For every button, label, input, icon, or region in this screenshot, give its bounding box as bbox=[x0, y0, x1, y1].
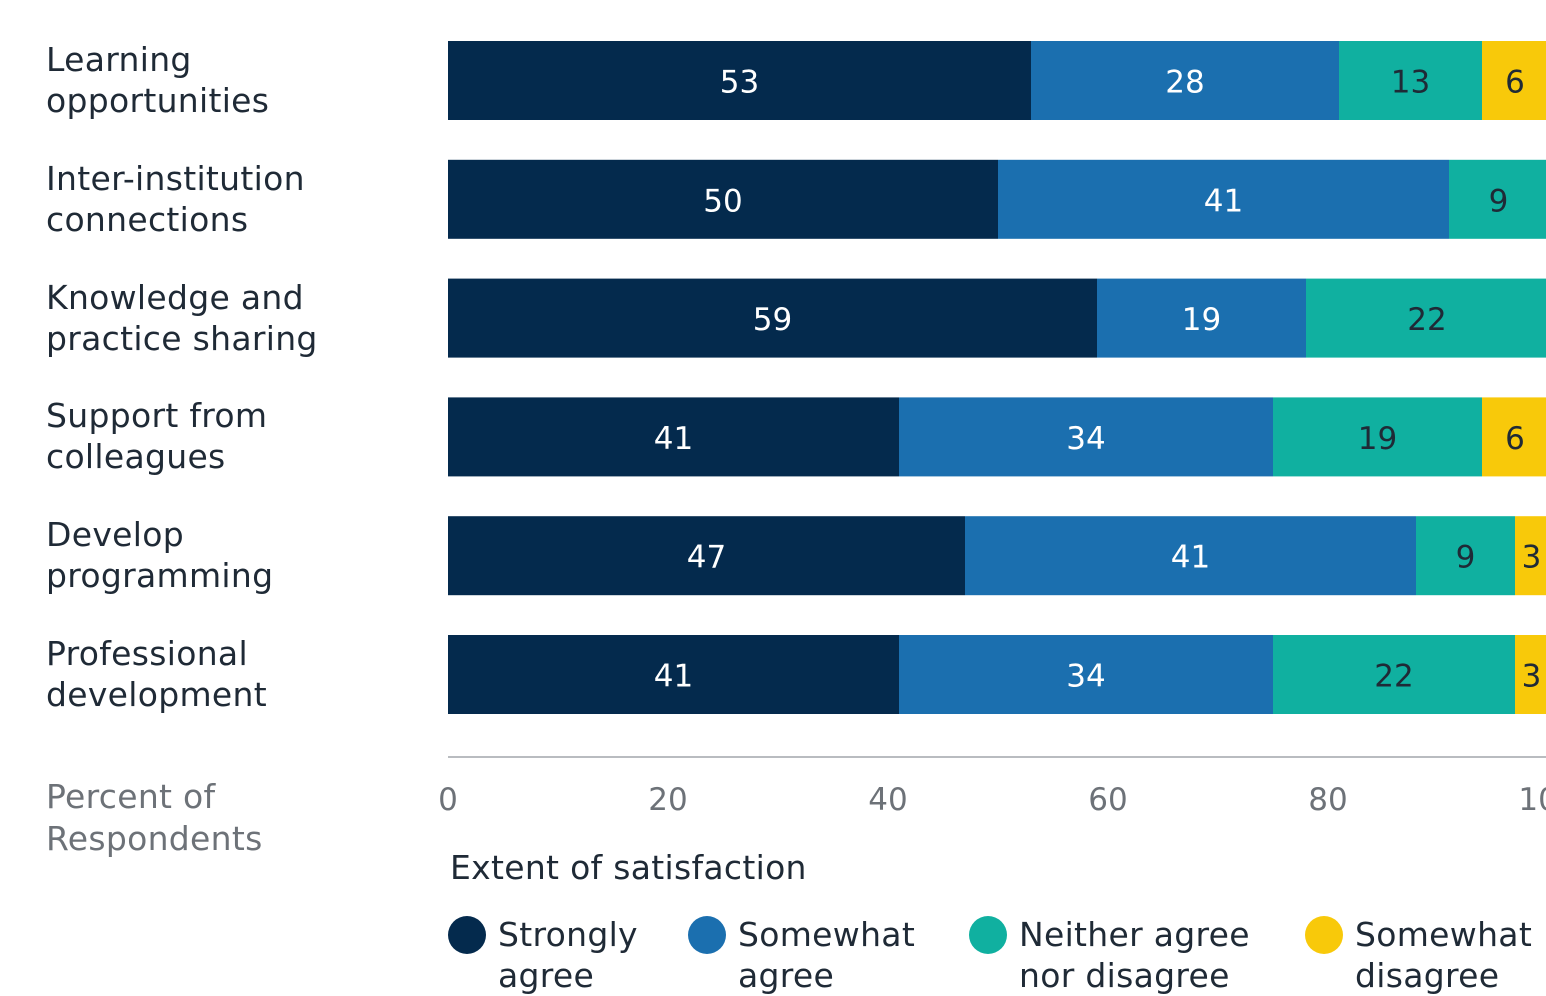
bar-develop-programming-somewhat-agree bbox=[965, 516, 1416, 596]
legend-label-line: Somewhat bbox=[1355, 915, 1533, 954]
category-label-line: connections bbox=[46, 199, 249, 239]
data-label-develop-programming-neither-agree-nor-disagree: 9 bbox=[1456, 540, 1476, 576]
bar-support-from-colleagues-somewhat-disagree bbox=[1482, 397, 1546, 477]
x-tick-label-100: 100 bbox=[1518, 782, 1546, 818]
data-label-professional-development-somewhat-agree: 34 bbox=[1066, 659, 1105, 695]
bar-learning-opportunities-strongly-agree bbox=[448, 41, 1031, 120]
legend-label-line: agree bbox=[498, 956, 595, 995]
category-label-line: Professional bbox=[46, 634, 248, 673]
category-label-develop-programming: Develop programming bbox=[46, 514, 406, 596]
legend-swatch-strongly-agree bbox=[448, 916, 486, 954]
bar-professional-development-somewhat-disagree bbox=[1515, 635, 1546, 714]
bar-knowledge-and-practice-sharing-neither-agree-nor-disagree bbox=[1306, 278, 1546, 358]
x-tick-label-40: 40 bbox=[868, 782, 907, 818]
legend-label-line: disagree bbox=[1355, 956, 1500, 995]
x-axis-title-line-2: Respondents bbox=[46, 819, 263, 858]
bar-inter-institution-connections-strongly-agree bbox=[448, 159, 998, 239]
bar-professional-development-neither-agree-nor-disagree bbox=[1273, 635, 1515, 714]
x-axis-title: Percent of Respondents bbox=[46, 776, 263, 860]
bar-professional-development-strongly-agree bbox=[448, 635, 899, 714]
data-label-learning-opportunities-somewhat-disagree: 6 bbox=[1505, 65, 1525, 101]
x-axis-title-line-1: Percent of bbox=[46, 777, 216, 816]
bar-support-from-colleagues-neither-agree-nor-disagree bbox=[1273, 397, 1482, 477]
legend-item-strongly-agree: Strongly agree bbox=[448, 914, 638, 996]
category-label-line: opportunities bbox=[46, 81, 270, 120]
data-label-inter-institution-connections-neither-agree-nor-disagree: 9 bbox=[1489, 183, 1509, 219]
data-label-learning-opportunities-somewhat-agree: 28 bbox=[1165, 65, 1204, 101]
data-label-learning-opportunities-neither-agree-nor-disagree: 13 bbox=[1391, 65, 1430, 101]
bar-develop-programming-strongly-agree bbox=[448, 516, 965, 596]
data-label-support-from-colleagues-somewhat-agree: 34 bbox=[1066, 421, 1105, 457]
data-label-inter-institution-connections-somewhat-agree: 41 bbox=[1204, 183, 1243, 219]
category-label-line: development bbox=[46, 675, 267, 714]
legend-label-line: Somewhat bbox=[738, 915, 916, 954]
data-label-support-from-colleagues-strongly-agree: 41 bbox=[654, 421, 693, 457]
x-tick-label-80: 80 bbox=[1308, 782, 1347, 818]
legend-label-line: agree bbox=[738, 956, 835, 995]
bar-develop-programming-neither-agree-nor-disagree bbox=[1416, 516, 1515, 596]
data-label-learning-opportunities-strongly-agree: 53 bbox=[720, 65, 759, 101]
category-label-line: Learning bbox=[46, 40, 192, 79]
category-label-line: practice sharing bbox=[46, 318, 318, 358]
legend-label-line: Neither agree bbox=[1019, 915, 1250, 954]
category-label-line: Inter-institution bbox=[46, 158, 305, 198]
data-label-professional-development-strongly-agree: 41 bbox=[654, 659, 693, 695]
legend-label-neither: Neither agree nor disagree bbox=[1019, 914, 1250, 996]
legend-label-strongly-agree: Strongly agree bbox=[498, 914, 638, 996]
bar-learning-opportunities-neither-agree-nor-disagree bbox=[1339, 41, 1482, 120]
data-label-inter-institution-connections-strongly-agree: 50 bbox=[703, 183, 742, 219]
category-label-inter-institution-connections: Inter-institution connections bbox=[46, 158, 406, 240]
category-label-learning-opportunities: Learning opportunities bbox=[46, 39, 406, 121]
data-label-knowledge-and-practice-sharing-strongly-agree: 59 bbox=[753, 302, 792, 338]
legend-item-somewhat-disagree: Somewhat disagree bbox=[1305, 914, 1532, 996]
legend-swatch-somewhat-disagree bbox=[1305, 916, 1343, 954]
category-label-knowledge-and-practice-sharing: Knowledge and practice sharing bbox=[46, 277, 406, 359]
data-label-develop-programming-strongly-agree: 47 bbox=[687, 540, 726, 576]
data-label-knowledge-and-practice-sharing-somewhat-agree: 19 bbox=[1182, 302, 1221, 338]
legend-swatch-neither bbox=[969, 916, 1007, 954]
bar-learning-opportunities-somewhat-disagree bbox=[1482, 41, 1546, 120]
legend-label-somewhat-agree: Somewhat agree bbox=[738, 914, 915, 996]
bar-knowledge-and-practice-sharing-strongly-agree bbox=[448, 278, 1097, 358]
bar-professional-development-somewhat-agree bbox=[899, 635, 1273, 714]
legend-swatch-somewhat-agree bbox=[688, 916, 726, 954]
bar-knowledge-and-practice-sharing-somewhat-agree bbox=[1097, 278, 1306, 358]
legend-item-neither: Neither agree nor disagree bbox=[969, 914, 1250, 996]
data-label-support-from-colleagues-somewhat-disagree: 6 bbox=[1505, 421, 1525, 457]
category-label-line: colleagues bbox=[46, 437, 226, 477]
category-label-line: Knowledge and bbox=[46, 277, 304, 317]
data-label-knowledge-and-practice-sharing-neither-agree-nor-disagree: 22 bbox=[1407, 302, 1446, 338]
x-tick-label-60: 60 bbox=[1088, 782, 1127, 818]
data-label-professional-development-neither-agree-nor-disagree: 22 bbox=[1374, 659, 1413, 695]
legend-item-somewhat-agree: Somewhat agree bbox=[688, 914, 915, 996]
bar-support-from-colleagues-strongly-agree bbox=[448, 397, 899, 477]
legend-label-line: nor disagree bbox=[1019, 956, 1230, 995]
legend-title: Extent of satisfaction bbox=[450, 848, 807, 887]
bar-learning-opportunities-somewhat-agree bbox=[1031, 41, 1339, 120]
category-label-support-from-colleagues: Support from colleagues bbox=[46, 395, 406, 477]
x-tick-label-0: 0 bbox=[438, 782, 458, 818]
data-label-develop-programming-somewhat-agree: 41 bbox=[1171, 540, 1210, 576]
bar-inter-institution-connections-neither-agree-nor-disagree bbox=[1449, 159, 1546, 239]
bar-support-from-colleagues-somewhat-agree bbox=[899, 397, 1273, 477]
data-label-develop-programming-somewhat-disagree: 3 bbox=[1522, 540, 1542, 576]
x-tick-label-20: 20 bbox=[648, 782, 687, 818]
category-label-line: Develop bbox=[46, 515, 184, 555]
category-label-line: programming bbox=[46, 556, 274, 596]
category-label-professional-development: Professional development bbox=[46, 633, 406, 715]
bar-develop-programming-somewhat-disagree bbox=[1515, 516, 1546, 596]
legend-label-line: Strongly bbox=[498, 915, 638, 954]
bar-inter-institution-connections-somewhat-agree bbox=[998, 159, 1449, 239]
category-label-line: Support from bbox=[46, 396, 268, 436]
data-label-professional-development-somewhat-disagree: 3 bbox=[1522, 659, 1542, 695]
data-label-support-from-colleagues-neither-agree-nor-disagree: 19 bbox=[1358, 421, 1397, 457]
legend-label-somewhat-disagree: Somewhat disagree bbox=[1355, 914, 1532, 996]
